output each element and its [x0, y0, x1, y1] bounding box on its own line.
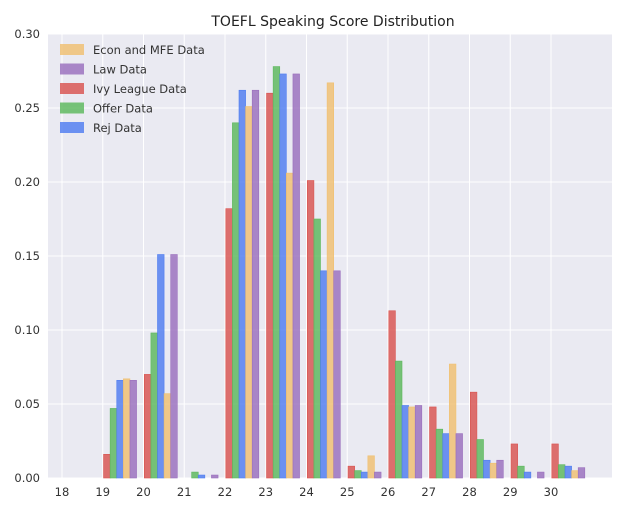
x-tick-label: 19 — [95, 485, 110, 499]
legend-label: Econ and MFE Data — [93, 43, 205, 57]
bar-offer-data-23 — [272, 66, 281, 479]
bar-offer-data-29 — [517, 465, 525, 479]
legend-label: Law Data — [93, 63, 147, 77]
bar-rej-data-20 — [157, 254, 165, 479]
bar-offer-data-27 — [435, 428, 444, 479]
bar-econ-and-mfe-data-20 — [163, 393, 172, 479]
bar-law-data-19 — [129, 380, 137, 479]
chart-title: TOEFL Speaking Score Distribution — [210, 14, 454, 30]
bar-offer-data-28 — [476, 439, 484, 479]
legend-swatch — [60, 83, 84, 94]
bar-ivy-league-data-24 — [306, 180, 315, 479]
bar-rej-data-26 — [401, 405, 409, 479]
bar-econ-and-mfe-data-22 — [245, 106, 253, 479]
x-tick-label: 23 — [258, 485, 273, 499]
y-tick-label: 0.30 — [14, 27, 40, 41]
x-tick-label: 20 — [136, 485, 151, 499]
y-tick-label: 0.20 — [14, 175, 40, 189]
bar-ivy-league-data-29 — [510, 443, 518, 479]
bar-ivy-league-data-27 — [429, 406, 437, 479]
x-tick-label: 24 — [299, 485, 314, 499]
bar-law-data-27 — [455, 433, 463, 479]
y-axis-ticks: 0.00 0.05 0.10 0.15 0.20 0.25 0.30 — [14, 27, 40, 485]
bar-offer-data-25 — [354, 470, 362, 479]
x-tick-label: 26 — [381, 485, 396, 499]
bar-rej-data-28 — [483, 459, 491, 479]
y-tick-label: 0.15 — [14, 249, 40, 263]
legend-label: Rej Data — [93, 121, 142, 135]
bar-ivy-league-data-20 — [144, 374, 152, 479]
legend-swatch — [60, 122, 84, 133]
bar-econ-and-mfe-data-26 — [408, 406, 416, 479]
bar-rej-data-24 — [320, 270, 328, 479]
bar-rej-data-29 — [523, 471, 532, 479]
bar-ivy-league-data-23 — [266, 92, 274, 479]
bar-law-data-20 — [170, 254, 178, 479]
bar-offer-data-19 — [109, 408, 118, 479]
bar-rej-data-27 — [442, 433, 450, 479]
x-axis-ticks: 18 19 20 21 22 23 24 25 26 27 28 29 30 — [55, 485, 559, 499]
bar-law-data-22 — [251, 89, 260, 479]
bar-ivy-league-data-19 — [103, 454, 111, 479]
bar-rej-data-25 — [360, 471, 369, 479]
bar-law-data-25 — [374, 471, 382, 479]
bar-rej-data-21 — [197, 474, 206, 479]
bar-ivy-league-data-26 — [388, 310, 396, 479]
legend: Econ and MFE Data Law Data Ivy League Data… — [60, 43, 205, 135]
bar-law-data-24 — [333, 270, 341, 479]
bar-offer-data-22 — [232, 122, 240, 479]
bar-rej-data-23 — [279, 73, 287, 479]
x-tick-label: 25 — [340, 485, 355, 499]
y-tick-label: 0.25 — [14, 101, 40, 115]
x-tick-label: 21 — [177, 485, 192, 499]
bar-ivy-league-data-28 — [469, 391, 478, 479]
bar-ivy-league-data-25 — [347, 465, 355, 479]
bar-econ-and-mfe-data-19 — [123, 378, 131, 479]
bar-law-data-26 — [414, 405, 423, 479]
bar-econ-and-mfe-data-25 — [367, 455, 375, 479]
x-tick-label: 18 — [55, 485, 70, 499]
y-tick-label: 0.05 — [14, 397, 40, 411]
bar-econ-and-mfe-data-23 — [286, 172, 294, 479]
legend-label: Offer Data — [93, 102, 153, 116]
legend-swatch — [60, 102, 84, 114]
x-tick-label: 22 — [218, 485, 233, 499]
bar-econ-and-mfe-data-24 — [326, 82, 335, 479]
x-tick-label: 27 — [421, 485, 436, 499]
legend-swatch — [60, 44, 84, 55]
bar-offer-data-20 — [150, 332, 158, 479]
bar-law-data-28 — [496, 459, 504, 479]
x-tick-label: 30 — [544, 485, 559, 499]
legend-label: Ivy League Data — [93, 82, 187, 96]
bar-law-data-29 — [537, 471, 545, 479]
bar-law-data-30 — [577, 467, 586, 479]
bar-econ-and-mfe-data-28 — [489, 462, 498, 479]
bar-econ-and-mfe-data-27 — [449, 363, 457, 479]
bar-offer-data-21 — [191, 471, 199, 479]
legend-swatch — [60, 63, 84, 75]
x-tick-label: 29 — [503, 485, 518, 499]
bar-econ-and-mfe-data-30 — [571, 470, 579, 479]
bar-rej-data-19 — [116, 380, 124, 479]
x-tick-label: 28 — [462, 485, 477, 499]
bar-ivy-league-data-22 — [225, 208, 233, 479]
bar-offer-data-26 — [395, 360, 403, 479]
y-tick-label: 0.10 — [14, 323, 40, 337]
bar-rej-data-30 — [564, 465, 572, 479]
bar-rej-data-22 — [238, 89, 246, 479]
bar-offer-data-24 — [313, 218, 321, 479]
bar-law-data-23 — [292, 73, 300, 479]
bar-offer-data-30 — [558, 464, 566, 479]
bar-law-data-21 — [211, 474, 219, 479]
y-tick-label: 0.00 — [14, 471, 40, 485]
bar-ivy-league-data-30 — [551, 443, 559, 479]
bars — [103, 66, 586, 479]
